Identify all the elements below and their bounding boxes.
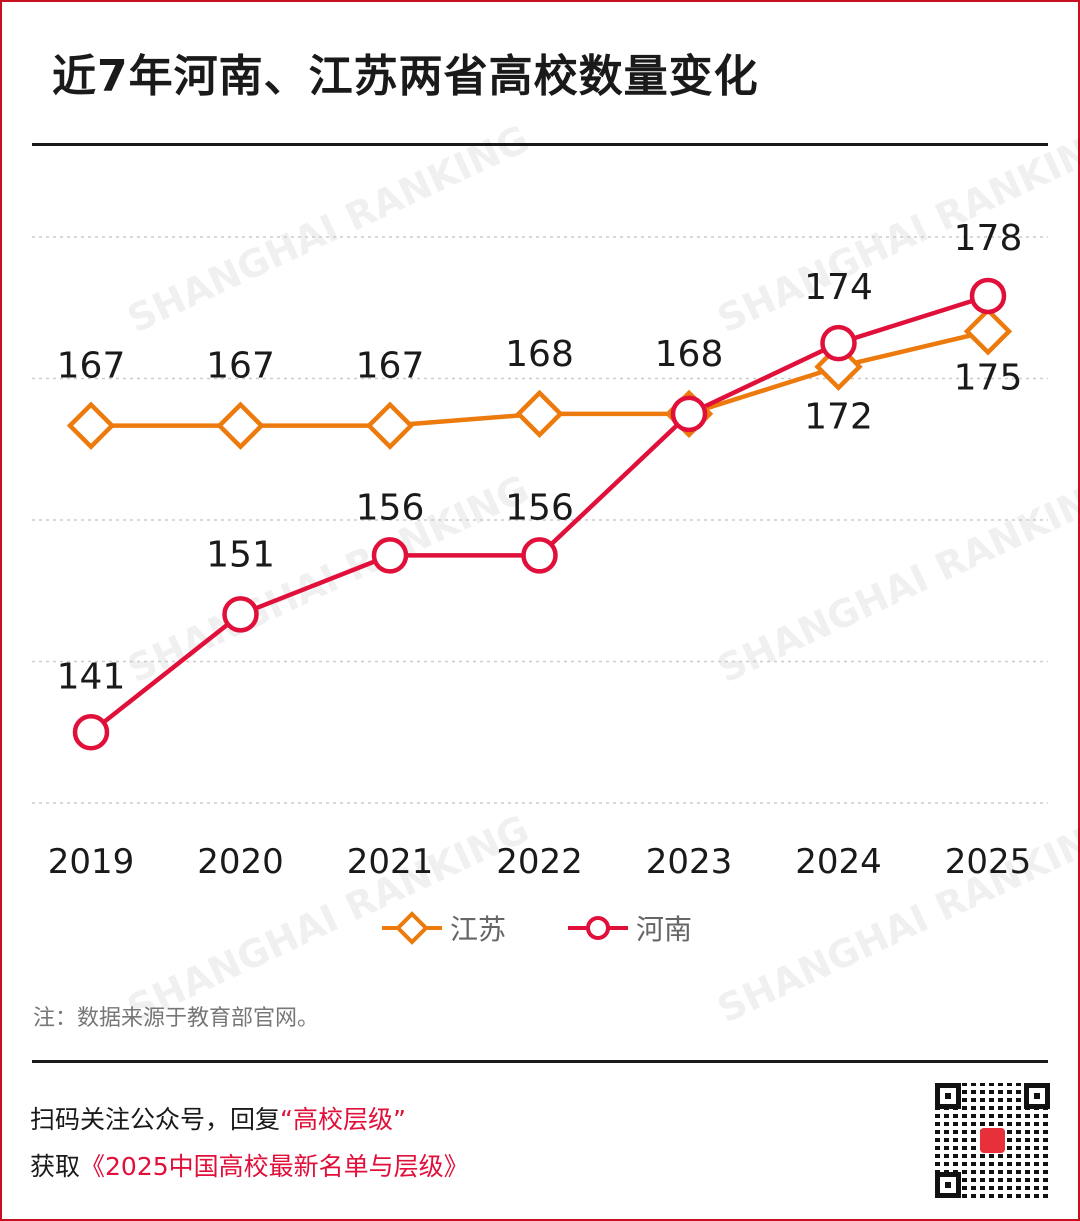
legend-label: 河南 xyxy=(636,913,693,946)
x-tick-label: 2025 xyxy=(945,842,1032,882)
data-label: 168 xyxy=(655,334,724,375)
x-tick-label: 2022 xyxy=(496,842,583,882)
data-label: 167 xyxy=(356,346,425,387)
chart-title: 近7年河南、江苏两省高校数量变化 xyxy=(52,51,759,102)
data-label: 172 xyxy=(804,397,873,438)
promo-text: 获取 xyxy=(30,1152,81,1181)
data-point-henan xyxy=(521,537,558,574)
x-tick-label: 2021 xyxy=(347,842,434,882)
legend-item-henan: 河南 xyxy=(566,908,692,948)
data-point-jiangsu xyxy=(365,401,415,450)
title-divider xyxy=(32,143,1048,146)
data-point-henan xyxy=(820,324,857,362)
circle-marker-icon xyxy=(568,916,629,940)
data-label: 175 xyxy=(954,357,1023,398)
promo-line-1: 扫码关注公众号，回复“高校层级” xyxy=(30,1100,406,1136)
data-point-jiangsu xyxy=(216,401,265,450)
diamond-marker-icon xyxy=(382,911,442,945)
data-point-henan xyxy=(670,395,708,433)
data-point-henan xyxy=(969,277,1007,315)
x-tick-label: 2024 xyxy=(795,842,882,882)
data-label: 167 xyxy=(206,346,275,387)
data-point-henan xyxy=(72,714,110,751)
data-point-jiangsu xyxy=(963,307,1013,356)
data-label: 174 xyxy=(804,267,873,308)
line-chart: 2019 2020 2021 2022 2023 2024 2025 167 167 167 168… xyxy=(32,218,1048,882)
data-point-henan xyxy=(222,596,259,633)
x-tick-label: 2020 xyxy=(197,842,284,882)
legend-item-jiangsu: 江苏 xyxy=(380,908,506,948)
data-label: 141 xyxy=(57,656,126,697)
footer-divider xyxy=(32,1060,1048,1063)
data-label: 156 xyxy=(356,487,425,528)
data-point-jiangsu xyxy=(515,389,564,439)
x-tick-label: 2023 xyxy=(646,842,733,882)
promo-report-title: 《2025中国高校最新名单与层级》 xyxy=(80,1152,469,1181)
data-label: 167 xyxy=(57,346,126,387)
promo-keyword: “高校层级” xyxy=(280,1105,406,1134)
promo-line-2: 获取《2025中国高校最新名单与层级》 xyxy=(30,1147,469,1183)
data-label: 156 xyxy=(505,487,574,528)
data-label: 168 xyxy=(505,334,574,375)
x-tick-label: 2019 xyxy=(48,842,135,882)
data-point-henan xyxy=(371,537,409,574)
brand-logo-icon xyxy=(980,1128,1005,1153)
data-label: 178 xyxy=(954,218,1023,259)
source-note: 注：数据来源于教育部官网。 xyxy=(33,1006,320,1031)
qr-code[interactable] xyxy=(935,1083,1050,1198)
data-label: 151 xyxy=(206,534,275,575)
promo-text: 扫码关注公众号，回复 xyxy=(30,1105,281,1134)
legend-label: 江苏 xyxy=(450,913,507,946)
data-point-jiangsu xyxy=(66,401,116,450)
legend: 江苏 河南 xyxy=(380,908,692,948)
